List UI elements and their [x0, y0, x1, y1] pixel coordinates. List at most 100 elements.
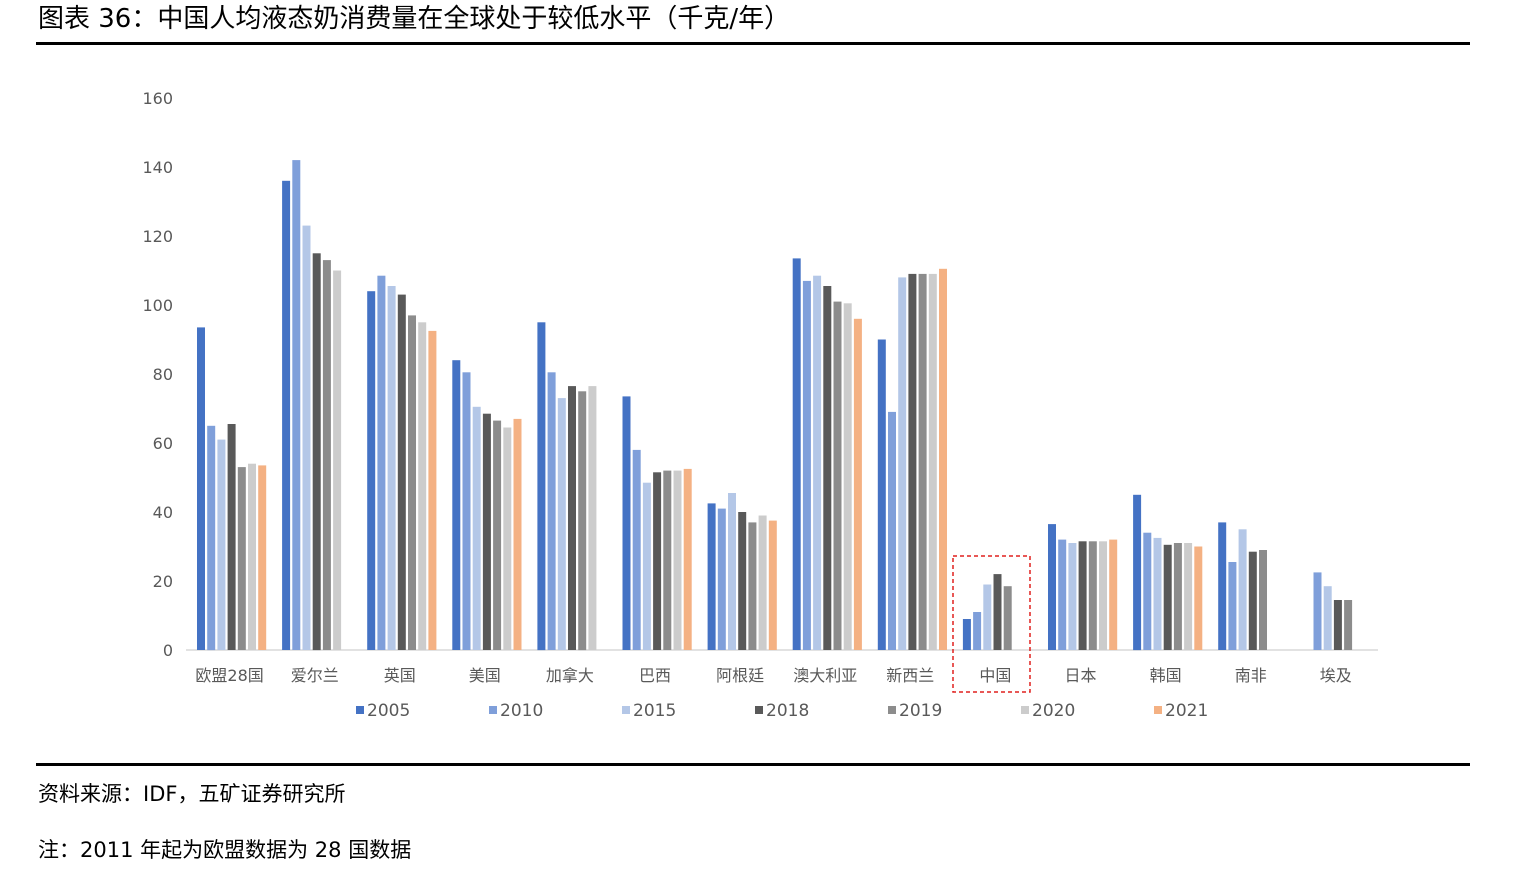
legend: 2005 2010 2015 2018 2019 2020 2021	[356, 701, 1208, 721]
legend-swatch	[888, 706, 896, 714]
bar-2005	[1133, 494, 1142, 651]
bar-2020	[928, 273, 937, 650]
bar-2010	[292, 160, 301, 650]
x-category-label: 阿根廷	[716, 666, 764, 685]
bar-2005	[792, 258, 801, 650]
bar-2015	[1238, 529, 1247, 651]
legend-label: 2020	[1032, 701, 1075, 721]
bar-2015	[728, 493, 736, 650]
bar-2010	[207, 425, 216, 651]
y-tick-label: 140	[142, 158, 173, 177]
bar-2018	[823, 286, 832, 650]
legend-item: 2005	[356, 701, 410, 721]
legend-item: 2018	[755, 701, 809, 721]
legend-label: 2005	[367, 701, 410, 721]
legend-label: 2019	[899, 701, 942, 721]
bar-2020	[1099, 541, 1107, 650]
legend-item: 2010	[489, 701, 543, 721]
bar-2018	[993, 574, 1002, 650]
bar-2021	[258, 465, 267, 650]
x-category-label: 埃及	[1320, 666, 1352, 685]
bar-group	[1313, 572, 1353, 650]
bar-2005	[877, 339, 886, 650]
note-text: 注：2011 年起为欧盟数据为 28 国数据	[38, 838, 412, 862]
bar-chart: 0 20 40 60 80 100 120 140 160 欧盟28国 爱尔兰 英国 美国 加拿大 巴西 阿…	[142, 89, 1378, 721]
y-tick-label: 0	[163, 641, 173, 660]
bar-2019	[1344, 600, 1353, 650]
bar-group	[707, 493, 777, 650]
bar-group	[792, 258, 862, 650]
y-tick-label: 120	[142, 227, 173, 246]
bar-groups	[197, 160, 1353, 651]
y-tick-label: 20	[153, 572, 173, 591]
bar-2015	[217, 439, 226, 650]
bar-2010	[1058, 539, 1067, 650]
bar-2019	[408, 315, 416, 650]
legend-label: 2015	[633, 701, 676, 721]
bar-2020	[1184, 543, 1193, 650]
bar-2018	[1163, 544, 1172, 650]
legend-label: 2021	[1165, 701, 1208, 721]
bar-2018	[312, 253, 321, 651]
bar-2018	[1333, 600, 1342, 650]
y-axis-ticks: 0 20 40 60 80 100 120 140 160	[142, 89, 173, 660]
bar-2020	[673, 470, 682, 650]
bar-2021	[683, 468, 692, 650]
x-category-label: 欧盟28国	[195, 666, 263, 685]
bar-2005	[1048, 524, 1056, 650]
bar-2021	[513, 418, 522, 650]
bar-2021	[768, 520, 777, 650]
bar-2020	[248, 463, 256, 650]
bar-2015	[642, 482, 651, 650]
bar-2019	[1173, 543, 1182, 650]
bar-2018	[568, 386, 576, 650]
bar-group	[1218, 522, 1267, 651]
bar-2015	[1323, 586, 1332, 650]
bar-2019	[663, 470, 672, 650]
bar-2019	[237, 467, 246, 650]
bar-group	[877, 268, 947, 650]
bar-2018	[653, 472, 662, 650]
bar-2019	[748, 522, 757, 650]
bar-2021	[1194, 546, 1203, 650]
bar-2018	[1248, 551, 1257, 650]
china-highlight-box	[952, 555, 1031, 693]
category-labels: 欧盟28国 爱尔兰 英国 美国 加拿大 巴西 阿根廷 澳大利亚 新西兰 中国 日本 韩国 南非 埃及	[195, 666, 1351, 685]
legend-swatch	[755, 706, 763, 714]
bar-2019	[1003, 586, 1012, 650]
bar-group	[962, 574, 1012, 650]
bar-2010	[632, 449, 641, 650]
x-category-label: 巴西	[639, 666, 671, 685]
chart-title: 图表 36：中国人均液态奶消费量在全球处于较低水平（千克/年）	[38, 4, 791, 34]
legend-item: 2020	[1021, 701, 1075, 721]
bar-2020	[503, 427, 512, 650]
legend-item: 2019	[888, 701, 942, 721]
legend-swatch	[1021, 706, 1029, 714]
bar-2015	[557, 398, 566, 650]
title-rule	[36, 42, 1470, 45]
bar-2018	[738, 512, 747, 650]
legend-item: 2021	[1154, 701, 1208, 721]
bar-2018	[1078, 541, 1087, 650]
y-tick-label: 60	[153, 434, 173, 453]
bar-2015	[472, 406, 481, 650]
bar-2010	[377, 275, 386, 650]
bar-2020	[418, 322, 427, 651]
footer-rule	[36, 763, 1470, 766]
bar-2005	[282, 180, 291, 651]
bar-2005	[197, 327, 205, 650]
bar-2015	[387, 286, 396, 650]
y-tick-label: 80	[153, 365, 173, 384]
bar-2020	[588, 386, 597, 650]
bar-2020	[843, 303, 852, 650]
bar-2010	[1143, 532, 1152, 650]
bar-2015	[1153, 537, 1162, 650]
bar-2018	[227, 424, 236, 650]
bar-group	[1133, 494, 1203, 651]
bar-2005	[962, 619, 971, 650]
bar-2015	[302, 225, 311, 650]
bar-2020	[333, 270, 342, 650]
bar-group	[367, 275, 437, 651]
source-text: 资料来源：IDF，五矿证券研究所	[38, 782, 346, 806]
bar-2020	[758, 515, 767, 650]
